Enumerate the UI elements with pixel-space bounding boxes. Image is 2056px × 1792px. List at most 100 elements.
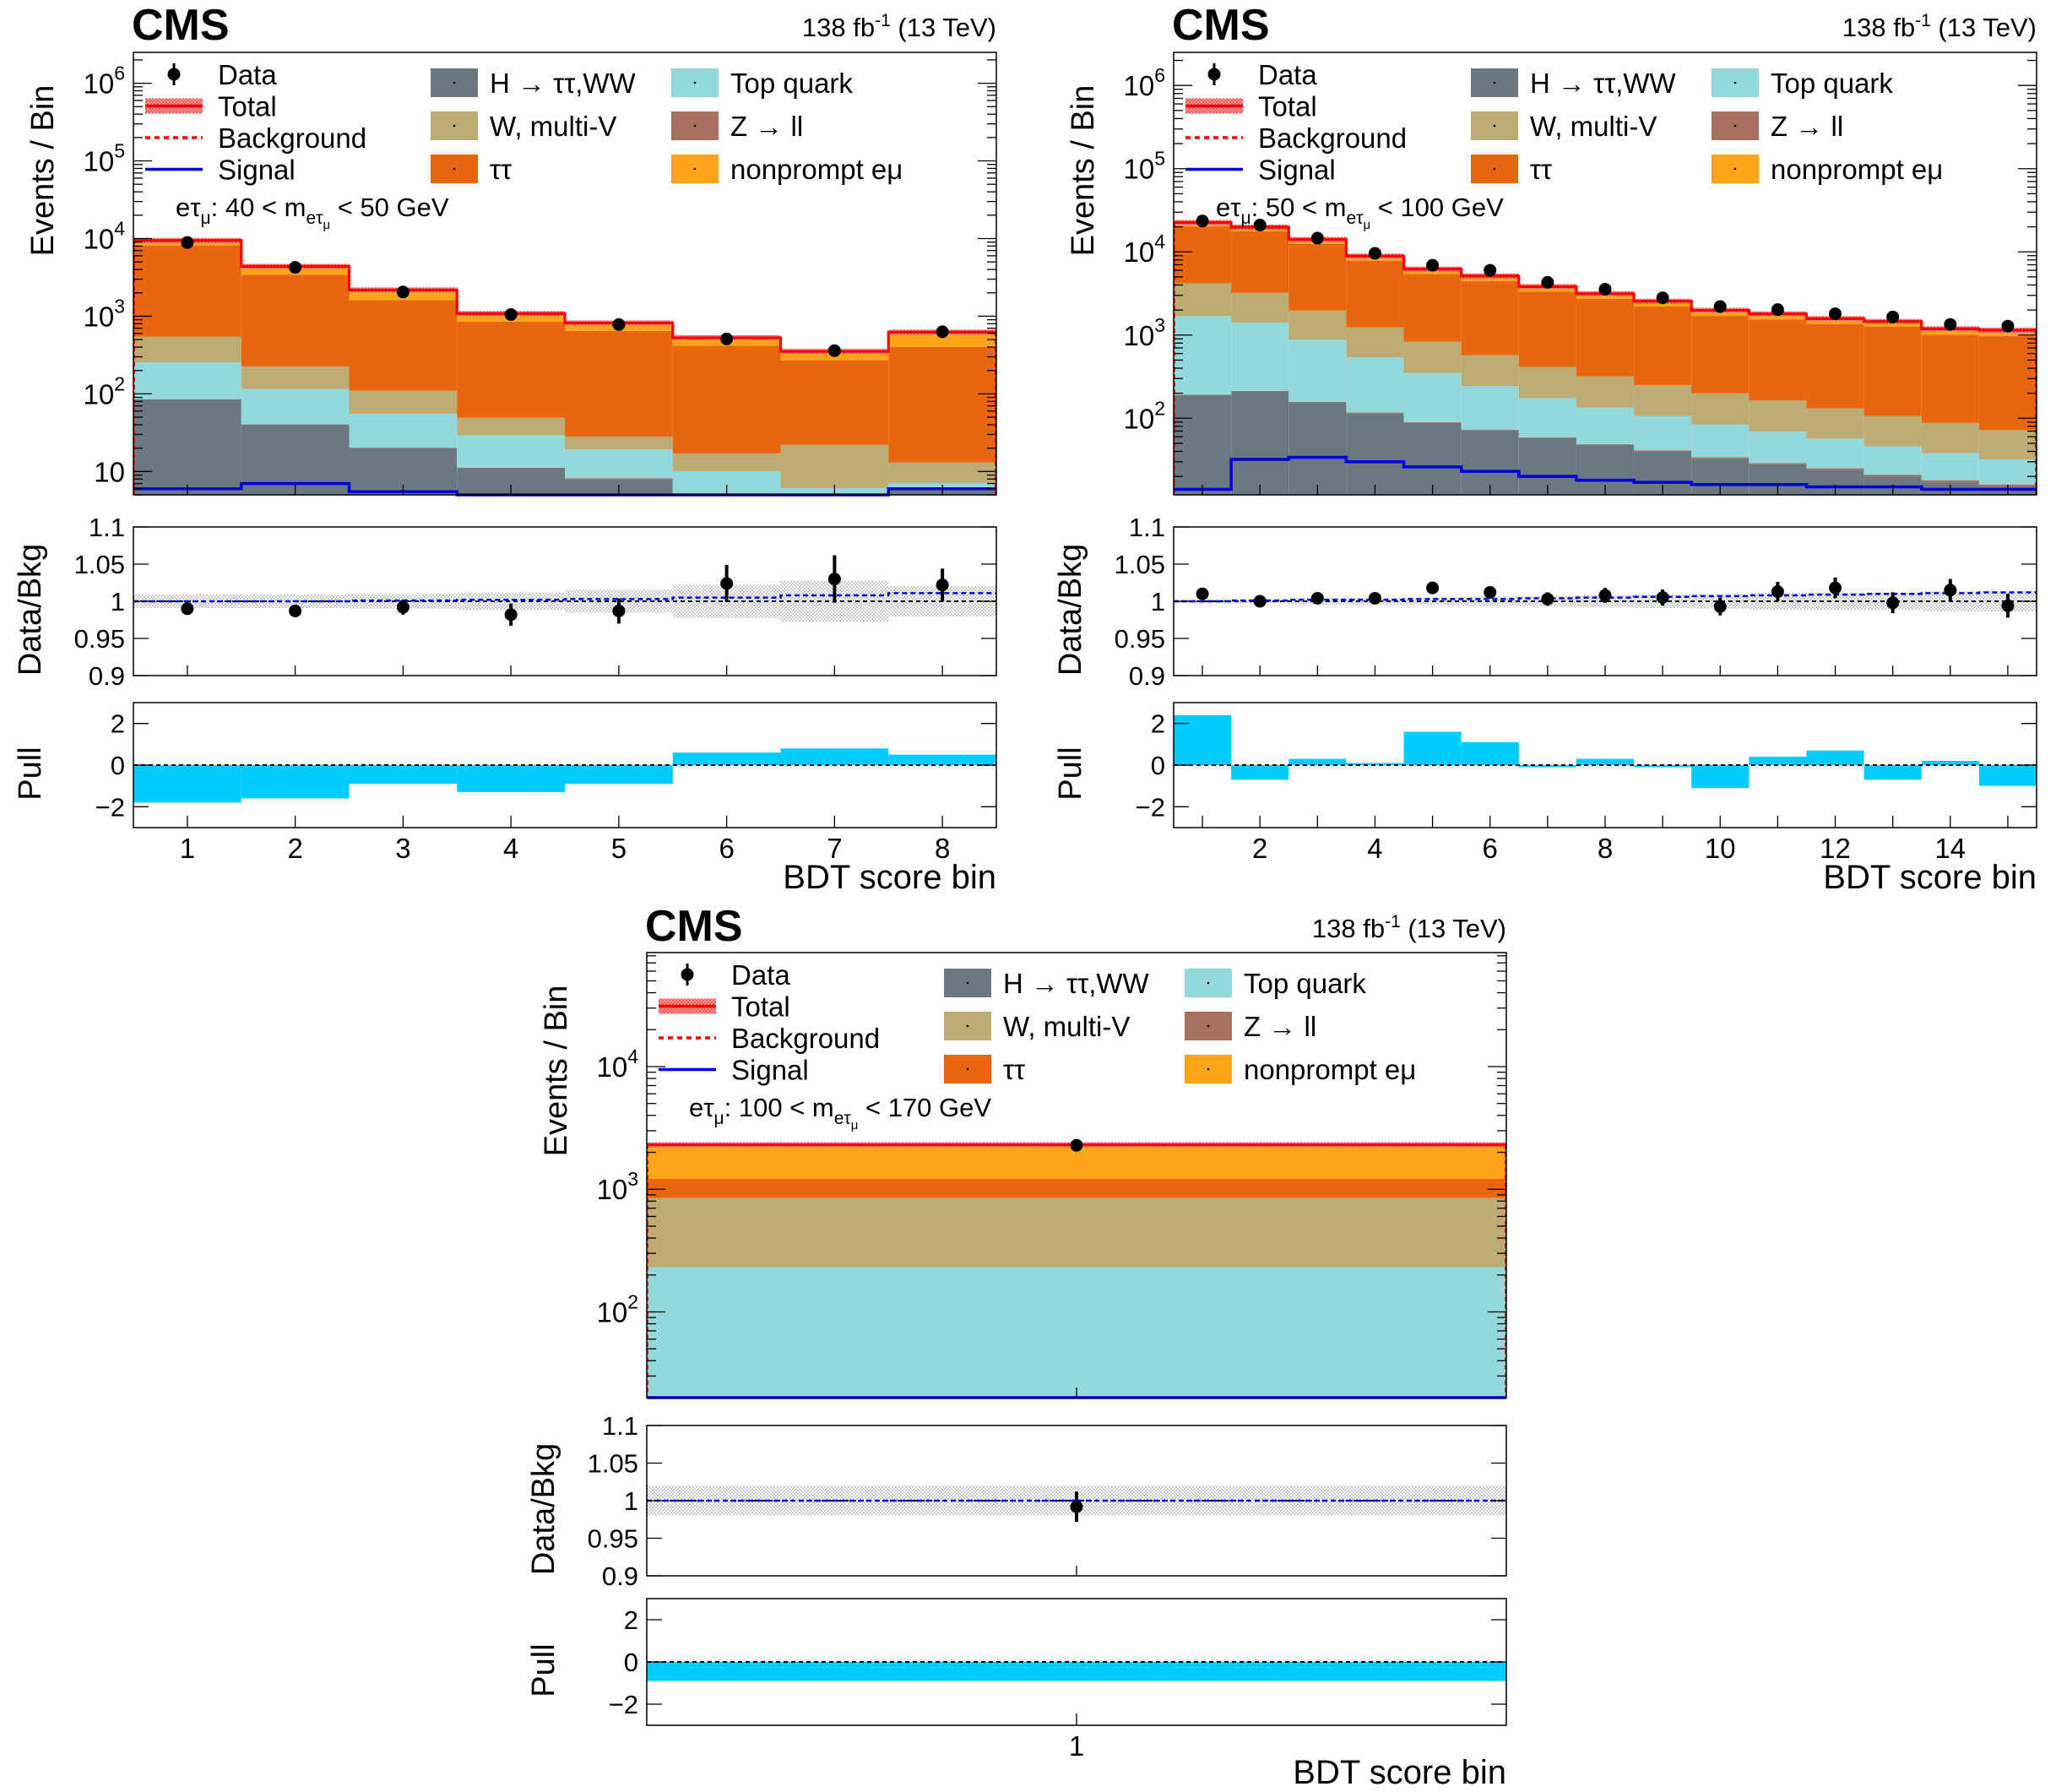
ratio-point bbox=[181, 602, 194, 616]
y-axis-label: Events / Bin bbox=[539, 986, 574, 1157]
bar-zll bbox=[1749, 463, 1807, 464]
legend-label-tt: ττ bbox=[1003, 1054, 1025, 1085]
ratio-signal-line bbox=[133, 592, 996, 603]
bar-top bbox=[1461, 386, 1519, 430]
bar-wmv bbox=[780, 444, 889, 489]
legend-swatch-dot bbox=[693, 81, 697, 84]
bar-tt bbox=[1576, 298, 1635, 377]
bar-top bbox=[1518, 398, 1576, 437]
data-points bbox=[1070, 1138, 1083, 1152]
bar-tt bbox=[672, 345, 781, 453]
bar-top bbox=[1691, 424, 1749, 458]
x-tick-label: 6 bbox=[1483, 833, 1498, 864]
y-tick-label: 105 bbox=[83, 140, 125, 177]
x-tick-label: 6 bbox=[719, 833, 734, 864]
legend-label-background: Background bbox=[218, 122, 366, 154]
legend-label-htt: H → ττ,WW bbox=[1530, 68, 1677, 99]
legend-label-background: Background bbox=[731, 1023, 880, 1054]
data-point bbox=[1484, 263, 1497, 277]
pull-bar bbox=[457, 765, 565, 793]
bar-zll bbox=[1231, 390, 1289, 392]
bar-wmv bbox=[888, 462, 996, 483]
pull-bar bbox=[1749, 757, 1807, 765]
legend-label-tt: ττ bbox=[1530, 154, 1552, 185]
data-point bbox=[1886, 310, 1900, 323]
bar-tt bbox=[1461, 280, 1519, 356]
lumi-label: 138 fb-1 (13 TeV) bbox=[802, 11, 996, 42]
main-pad: 10 102 103 104 105 106 Events / Bin bbox=[25, 52, 997, 497]
ratio-point bbox=[1829, 581, 1842, 595]
pull-bar bbox=[241, 765, 350, 799]
pull-bar bbox=[565, 765, 673, 785]
legend-swatch-dot bbox=[966, 1067, 969, 1071]
bar-np bbox=[888, 332, 996, 347]
y-tick-label: 104 bbox=[596, 1045, 638, 1083]
pull-tick-label: −2 bbox=[1136, 792, 1165, 822]
pull-tick-label: 0 bbox=[624, 1648, 638, 1677]
pull-tick-label: −2 bbox=[609, 1690, 638, 1719]
bar-tt bbox=[780, 360, 889, 445]
x-tick-label: 7 bbox=[827, 833, 842, 864]
bar-wmv bbox=[1518, 367, 1576, 399]
bar-np bbox=[1518, 286, 1576, 292]
legend-swatch-dot bbox=[1493, 167, 1496, 171]
legend-swatch-dot bbox=[966, 981, 969, 985]
ratio-unc-band bbox=[457, 592, 565, 611]
bar-htt bbox=[1461, 430, 1519, 495]
legend-label-zll: Z → ll bbox=[730, 111, 803, 142]
pull-bar bbox=[672, 752, 781, 765]
ratio-point bbox=[1484, 585, 1497, 599]
legend-label-data: Data bbox=[218, 59, 277, 90]
pull-bar bbox=[1634, 765, 1692, 768]
legend-swatch-dot bbox=[1493, 81, 1496, 84]
bar-wmv bbox=[647, 1197, 1506, 1268]
y-axis-label: Events / Bin bbox=[1066, 85, 1101, 257]
bar-zll bbox=[1806, 468, 1864, 470]
cms-label: CMS bbox=[1172, 1, 1270, 50]
bar-htt bbox=[1346, 413, 1404, 495]
data-point bbox=[289, 261, 302, 274]
y-tick-label: 102 bbox=[596, 1290, 638, 1328]
x-tick-label: 2 bbox=[287, 833, 302, 864]
bar-wmv bbox=[1806, 408, 1864, 439]
data-point bbox=[936, 325, 949, 339]
bar-top bbox=[1921, 453, 1979, 481]
bar-tt bbox=[1518, 291, 1576, 367]
bar-htt bbox=[1288, 402, 1347, 495]
stack-wmv bbox=[133, 336, 996, 489]
x-tick-label: 3 bbox=[395, 833, 410, 864]
data-point bbox=[396, 285, 410, 299]
legend-label-tt: ττ bbox=[490, 154, 512, 185]
legend-swatch-dot bbox=[1733, 167, 1737, 171]
bar-zll bbox=[1403, 421, 1462, 423]
pull-y-label: Pull bbox=[526, 1643, 561, 1697]
ratio-point bbox=[1426, 581, 1440, 595]
bar-zll bbox=[1921, 480, 1979, 483]
bar-wmv bbox=[457, 417, 565, 436]
ratio-tick-label: 0.95 bbox=[588, 1524, 638, 1554]
stack-wmv bbox=[1174, 283, 2037, 460]
bar-wmv bbox=[1403, 341, 1462, 373]
ratio-pad: 0.9 0.95 1 1.05 1.1 Data/Bkg bbox=[526, 1411, 1507, 1591]
legend-label-top: Top quark bbox=[1771, 68, 1893, 99]
x-axis-label: BDT score bin bbox=[1823, 859, 2037, 896]
bar-top bbox=[1403, 372, 1462, 422]
bar-zll bbox=[457, 467, 565, 469]
legend-label-zll: Z → ll bbox=[1771, 111, 1843, 142]
pull-bar bbox=[780, 748, 889, 765]
ratio-tick-label: 0.9 bbox=[602, 1561, 638, 1591]
legend-swatch-dot bbox=[1207, 1067, 1210, 1071]
ratio-point bbox=[827, 573, 841, 586]
bar-top bbox=[133, 361, 241, 399]
data-point bbox=[612, 318, 626, 331]
ratio-point bbox=[1253, 595, 1267, 608]
bar-wmv bbox=[1634, 384, 1692, 416]
y-tick-label: 106 bbox=[83, 62, 125, 100]
ratio-tick-label: 1.05 bbox=[1115, 550, 1165, 579]
bar-tt bbox=[1863, 327, 1922, 416]
stack-tt bbox=[647, 1178, 1506, 1198]
stack-top bbox=[647, 1267, 1506, 1398]
ratio-point bbox=[1771, 585, 1784, 599]
